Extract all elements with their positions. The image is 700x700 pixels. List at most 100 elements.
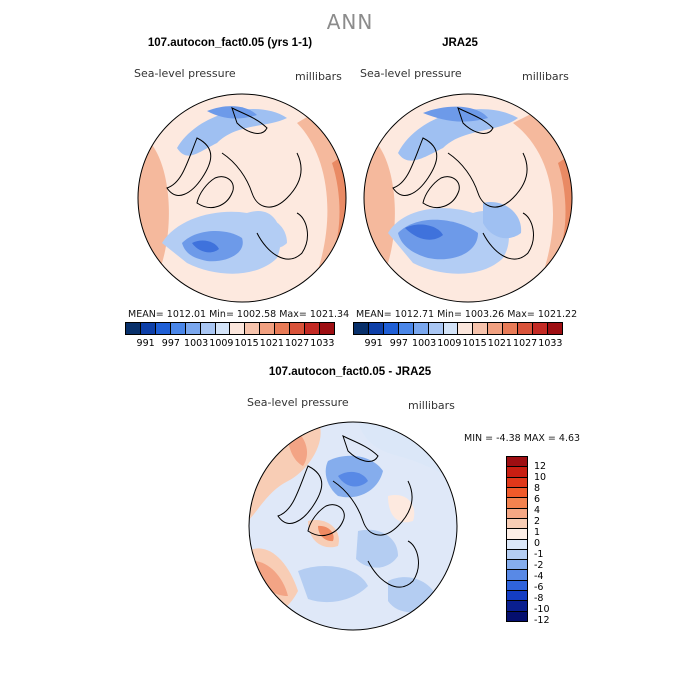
swatch <box>413 323 429 334</box>
swatch <box>260 323 276 334</box>
swatch <box>368 323 384 334</box>
swatch <box>185 323 201 334</box>
colorbar-label: 12 <box>534 461 547 472</box>
swatch <box>507 457 527 468</box>
colorbar-label: 1015 <box>234 338 259 349</box>
colorbar-label: 1015 <box>462 338 487 349</box>
swatch <box>473 323 489 334</box>
panel1-colorbar-swatches <box>125 322 335 335</box>
panel3-units: millibars <box>408 399 455 412</box>
swatch <box>290 323 306 334</box>
colorbar-label: -12 <box>534 615 550 626</box>
swatch <box>458 323 474 334</box>
panel1-colorbar-labels: 991 997 1003 1009 1015 1021 1027 1033 <box>133 338 335 349</box>
colorbar-label: 8 <box>534 483 541 494</box>
swatch <box>507 539 527 550</box>
colorbar-label: 997 <box>161 338 180 349</box>
colorbar-label: 0 <box>534 538 541 549</box>
panel1-stats: MEAN= 1012.01 Min= 1002.58 Max= 1021.34 <box>128 309 350 320</box>
swatch <box>507 508 527 519</box>
swatch <box>170 323 186 334</box>
colorbar-label: 1033 <box>538 338 563 349</box>
colorbar-label: 991 <box>136 338 155 349</box>
swatch <box>215 323 231 334</box>
panel1-colorbar: 991 997 1003 1009 1015 1021 1027 1033 <box>125 322 335 349</box>
colorbar-label: 4 <box>534 505 541 516</box>
panel3-stats: MIN = -4.38 MAX = 4.63 <box>464 433 581 444</box>
panel2-colorbar: 991 997 1003 1009 1015 1021 1027 1033 <box>353 322 563 349</box>
swatch <box>354 323 369 334</box>
panel3-colorbar-labels: 12 10 8 6 4 2 1 0 -1 -2 -4 -6 -8 -10 -12 <box>534 456 550 626</box>
panel2-colorbar-swatches <box>353 322 563 335</box>
swatch <box>443 323 459 334</box>
swatch <box>155 323 171 334</box>
colorbar-label: -8 <box>534 593 544 604</box>
colorbar-label: -4 <box>534 571 544 582</box>
swatch <box>383 323 399 334</box>
panel2-title: JRA25 <box>442 37 478 49</box>
colorbar-label: 2 <box>534 516 541 527</box>
panel3-title: 107.autocon_fact0.05 - JRA25 <box>268 366 432 378</box>
swatch <box>507 549 527 561</box>
swatch <box>507 529 527 540</box>
colorbar-label: 1003 <box>184 338 209 349</box>
colorbar-label: 1009 <box>209 338 234 349</box>
colorbar-label: -1 <box>534 549 544 560</box>
swatch <box>275 323 291 334</box>
colorbar-label: 1021 <box>259 338 284 349</box>
panel3-variable: Sea-level pressure <box>247 396 349 409</box>
swatch <box>488 323 504 334</box>
colorbar-label: -6 <box>534 582 544 593</box>
swatch <box>507 518 527 530</box>
swatch <box>126 323 141 334</box>
colorbar-label: 1003 <box>412 338 437 349</box>
swatch <box>507 477 527 488</box>
page-title: ANN <box>326 10 374 34</box>
colorbar-label: -10 <box>534 604 550 615</box>
swatch <box>319 323 334 334</box>
swatch <box>305 323 320 334</box>
swatch <box>507 611 527 621</box>
swatch <box>507 487 527 499</box>
panel1-units: millibars <box>295 70 342 83</box>
swatch <box>507 591 527 602</box>
swatch <box>518 323 534 334</box>
swatch <box>507 601 527 612</box>
colorbar-label: 1033 <box>310 338 335 349</box>
colorbar-label: 991 <box>364 338 383 349</box>
panel2-variable: Sea-level pressure <box>360 67 462 80</box>
swatch <box>230 323 246 334</box>
colorbar-label: 1009 <box>437 338 462 349</box>
panel2-colorbar-labels: 991 997 1003 1009 1015 1021 1027 1033 <box>361 338 563 349</box>
swatch <box>140 323 156 334</box>
colorbar-label: 6 <box>534 494 541 505</box>
swatch <box>547 323 562 334</box>
swatch <box>507 467 527 478</box>
panel3-colorbar: 12 10 8 6 4 2 1 0 -1 -2 -4 -6 -8 -10 -12 <box>506 456 550 626</box>
panel1-variable: Sea-level pressure <box>134 67 236 80</box>
colorbar-label: 1 <box>534 527 541 538</box>
swatch <box>200 323 216 334</box>
colorbar-label: 997 <box>389 338 408 349</box>
swatch <box>398 323 414 334</box>
panel3-colorbar-swatches <box>506 456 528 622</box>
colorbar-label: 1027 <box>285 338 310 349</box>
colorbar-label: 1021 <box>487 338 512 349</box>
swatch <box>428 323 444 334</box>
colorbar-label: 10 <box>534 472 547 483</box>
colorbar-label: 1027 <box>513 338 538 349</box>
swatch <box>503 323 519 334</box>
swatch <box>507 560 527 571</box>
swatch <box>507 570 527 581</box>
swatch <box>533 323 548 334</box>
panel2-stats: MEAN= 1012.71 Min= 1003.26 Max= 1021.22 <box>356 309 578 320</box>
panel3-map <box>248 421 458 631</box>
panel2-map <box>363 93 573 303</box>
panel2-units: millibars <box>522 70 569 83</box>
colorbar-label: -2 <box>534 560 544 571</box>
panel1-map <box>137 93 347 303</box>
panel1-title: 107.autocon_fact0.05 (yrs 1-1) <box>147 37 313 49</box>
swatch <box>507 498 527 509</box>
swatch <box>245 323 261 334</box>
swatch <box>507 580 527 592</box>
